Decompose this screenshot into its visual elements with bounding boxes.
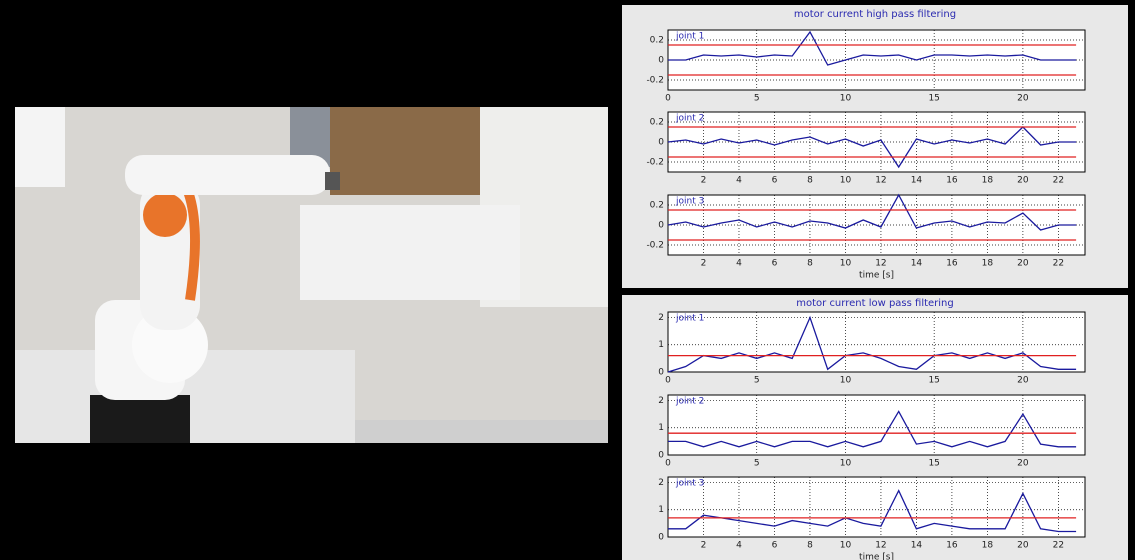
y-tick-label: 0	[658, 56, 664, 66]
floor	[355, 420, 608, 443]
y-tick-label: 0.2	[650, 36, 664, 46]
subplot-title: joint 1	[675, 32, 704, 42]
x-tick-label: 18	[982, 541, 994, 551]
x-tick-label: 0	[665, 459, 671, 469]
figure-title: motor current low pass filtering	[796, 298, 954, 309]
x-tick-label: 12	[875, 259, 886, 269]
x-tick-label: 18	[982, 259, 994, 269]
subplot-title: joint 2	[675, 397, 704, 407]
subplot-title: joint 2	[675, 114, 704, 124]
subplot-title: joint 1	[675, 314, 704, 324]
y-tick-label: 1	[658, 340, 664, 350]
y-tick-label: 0.2	[650, 118, 664, 128]
x-tick-label: 10	[840, 376, 852, 386]
x-tick-label: 10	[840, 459, 852, 469]
y-tick-label: 1	[658, 423, 664, 433]
x-tick-label: 20	[1017, 94, 1029, 104]
y-tick-label: 0	[658, 451, 664, 461]
x-tick-label: 10	[840, 259, 852, 269]
x-axis-label: time [s]	[859, 553, 894, 560]
x-tick-label: 22	[1053, 541, 1064, 551]
robot-logo	[143, 193, 187, 237]
x-tick-label: 5	[754, 376, 760, 386]
x-tick-label: 6	[772, 259, 778, 269]
x-tick-label: 16	[946, 259, 958, 269]
x-tick-label: 2	[701, 176, 707, 186]
y-tick-label: 2	[658, 313, 664, 323]
x-tick-label: 18	[982, 176, 994, 186]
robot-base	[90, 395, 190, 443]
x-tick-label: 15	[928, 94, 939, 104]
x-tick-label: 20	[1017, 459, 1029, 469]
x-tick-label: 20	[1017, 176, 1029, 186]
x-tick-label: 10	[840, 176, 852, 186]
x-tick-label: 10	[840, 94, 852, 104]
robot-tool	[325, 172, 340, 190]
x-tick-label: 20	[1017, 259, 1029, 269]
plot-area	[668, 477, 1085, 537]
x-tick-label: 5	[754, 459, 760, 469]
x-tick-label: 8	[807, 259, 813, 269]
x-tick-label: 20	[1017, 376, 1029, 386]
x-tick-label: 8	[807, 176, 813, 186]
y-tick-label: -0.2	[646, 241, 664, 251]
x-tick-label: 0	[665, 94, 671, 104]
y-tick-label: 2	[658, 478, 664, 488]
figure-title: motor current high pass filtering	[794, 9, 956, 20]
x-tick-label: 14	[911, 259, 923, 269]
subplot-title: joint 3	[675, 479, 704, 489]
y-tick-label: 0	[658, 221, 664, 231]
x-tick-label: 15	[928, 459, 939, 469]
x-tick-label: 12	[875, 176, 886, 186]
x-tick-label: 2	[701, 259, 707, 269]
x-tick-label: 8	[807, 541, 813, 551]
x-tick-label: 6	[772, 176, 778, 186]
x-tick-label: 5	[754, 94, 760, 104]
window	[15, 107, 65, 187]
y-tick-label: 1	[658, 505, 664, 515]
subplot-title: joint 3	[675, 197, 704, 207]
x-tick-label: 22	[1053, 176, 1064, 186]
x-tick-label: 4	[736, 176, 742, 186]
x-tick-label: 0	[665, 376, 671, 386]
plot-area	[668, 312, 1085, 372]
x-tick-label: 10	[840, 541, 852, 551]
poster	[300, 205, 520, 300]
x-tick-label: 14	[911, 541, 923, 551]
y-tick-label: 0	[658, 368, 664, 378]
x-tick-label: 14	[911, 176, 923, 186]
screen: motor current high pass filtering motor …	[0, 0, 1135, 560]
x-tick-label: 4	[736, 541, 742, 551]
x-tick-label: 16	[946, 176, 958, 186]
x-tick-label: 20	[1017, 541, 1029, 551]
y-tick-label: 0	[658, 138, 664, 148]
x-tick-label: 6	[772, 541, 778, 551]
x-tick-label: 15	[928, 376, 939, 386]
video-frame	[15, 107, 608, 443]
y-tick-label: -0.2	[646, 158, 664, 168]
robot-forearm	[125, 155, 330, 195]
x-tick-label: 4	[736, 259, 742, 269]
plot-area	[668, 395, 1085, 455]
x-tick-label: 22	[1053, 259, 1064, 269]
y-tick-label: 2	[658, 396, 664, 406]
x-tick-label: 12	[875, 541, 886, 551]
x-tick-label: 16	[946, 541, 958, 551]
x-axis-label: time [s]	[859, 271, 894, 281]
box	[330, 107, 480, 195]
x-tick-label: 2	[701, 541, 707, 551]
y-tick-label: 0.2	[650, 201, 664, 211]
y-tick-label: -0.2	[646, 76, 664, 86]
y-tick-label: 0	[658, 533, 664, 543]
